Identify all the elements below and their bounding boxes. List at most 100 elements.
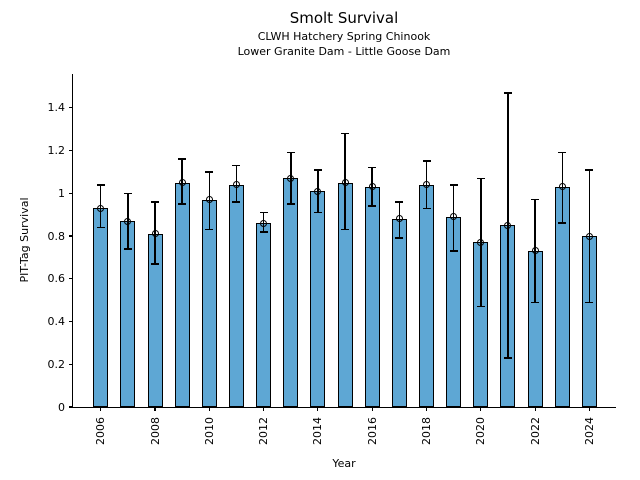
y-tick-mark (68, 278, 72, 280)
point-marker-2008 (151, 230, 159, 238)
point-marker-2017 (395, 215, 403, 223)
error-cap-top-2008 (151, 201, 159, 203)
error-cap-bottom-2007 (123, 248, 132, 250)
point-marker-2022 (531, 247, 539, 255)
y-tick-label: 1.4 (47, 101, 66, 115)
error-cap-top-2011 (232, 164, 241, 167)
point-marker-2012 (260, 219, 268, 227)
y-tick-mark (68, 320, 72, 323)
x-tick-label: 2014 (311, 417, 325, 445)
error-cap-bottom-2020 (476, 305, 485, 308)
point-marker-2023 (558, 183, 566, 191)
error-cap-top-2013 (286, 151, 295, 154)
y-tick-label: 0.6 (47, 272, 66, 286)
y-tick-mark (68, 235, 72, 237)
error-cap-top-2022 (531, 198, 540, 201)
error-cap-top-2012 (259, 211, 268, 214)
error-cap-top-2017 (395, 201, 404, 203)
chart-title: Smolt Survival (289, 9, 399, 27)
bar-2012 (256, 223, 272, 407)
point-marker-2010 (205, 196, 213, 204)
error-cap-top-2018 (422, 160, 431, 162)
error-cap-bottom-2024 (585, 301, 594, 304)
x-tick-label: 2008 (148, 417, 162, 445)
error-cap-top-2015 (341, 132, 350, 135)
error-cap-top-2009 (178, 158, 187, 160)
error-cap-top-2023 (558, 151, 567, 154)
error-cap-bottom-2010 (205, 228, 214, 231)
x-tick-mark (480, 407, 482, 411)
error-cap-bottom-2008 (151, 263, 159, 265)
x-tick-mark (425, 407, 428, 411)
error-cap-bottom-2011 (232, 201, 241, 203)
x-axis-spine (71, 406, 616, 408)
point-marker-2006 (97, 204, 105, 212)
x-tick-label: 2006 (94, 417, 108, 445)
point-marker-2024 (585, 232, 593, 240)
error-cap-top-2024 (585, 169, 594, 171)
x-tick-label: 2020 (474, 417, 488, 445)
bar-2010 (201, 199, 217, 407)
error-cap-bottom-2019 (449, 250, 458, 252)
error-cap-top-2020 (476, 177, 485, 180)
error-cap-bottom-2013 (286, 203, 295, 205)
point-marker-2011 (232, 181, 240, 189)
error-cap-top-2006 (96, 184, 105, 186)
y-tick-label: 0.2 (47, 357, 66, 371)
bar-2011 (228, 184, 244, 407)
x-tick-mark (371, 407, 373, 411)
chart-subtitle-line2: Lower Granite Dam - Little Goose Dam (237, 45, 451, 58)
error-cap-bottom-2022 (531, 301, 540, 304)
bar-2017 (391, 218, 407, 407)
error-cap-top-2019 (449, 184, 458, 186)
bar-2009 (174, 182, 190, 407)
x-tick-mark (317, 407, 319, 411)
y-tick-label: 1.2 (47, 144, 66, 158)
error-cap-bottom-2012 (259, 231, 268, 233)
x-tick-mark (263, 407, 265, 411)
bar-2018 (419, 184, 434, 407)
error-cap-bottom-2016 (368, 205, 377, 207)
x-tick-label: 2016 (365, 417, 379, 445)
point-marker-2019 (450, 213, 458, 221)
bar-2016 (364, 186, 380, 407)
x-tick-mark (100, 407, 102, 411)
x-axis-label: Year (332, 457, 356, 470)
x-tick-label: 2024 (582, 417, 596, 445)
point-marker-2021 (504, 221, 512, 229)
y-tick-mark (68, 406, 72, 408)
x-tick-mark (154, 407, 156, 411)
error-cap-bottom-2014 (313, 211, 322, 214)
error-cap-top-2010 (205, 171, 214, 173)
y-tick-label: 0 (58, 400, 65, 414)
y-tick-mark (68, 107, 72, 109)
plot-area: 0 0.2 0.4 0.6 0.8 1 1.2 1.4 2006 2008 2010 2012 2014… (48, 74, 616, 445)
error-cap-bottom-2009 (178, 203, 187, 205)
point-marker-2013 (287, 174, 295, 182)
error-cap-top-2014 (313, 169, 322, 171)
error-cap-top-2016 (368, 166, 377, 169)
point-marker-2009 (178, 179, 186, 187)
y-tick-label: 1 (58, 186, 65, 200)
error-cap-bottom-2023 (558, 222, 567, 224)
y-tick-mark (68, 149, 72, 152)
chart-subtitle-line1: CLWH Hatchery Spring Chinook (257, 30, 431, 43)
bar-2014 (310, 191, 326, 407)
x-tick-label: 2010 (202, 417, 216, 445)
bar-2013 (283, 178, 299, 407)
x-tick-label: 2018 (420, 417, 433, 445)
error-cap-bottom-2018 (422, 207, 431, 209)
bar-2006 (93, 208, 109, 407)
point-marker-2014 (314, 187, 322, 195)
point-marker-2015 (341, 179, 349, 187)
error-cap-bottom-2017 (395, 237, 404, 239)
y-tick-label: 0.8 (47, 229, 66, 243)
y-axis-spine (71, 74, 73, 408)
y-tick-mark (68, 363, 72, 365)
x-tick-mark (208, 407, 210, 411)
point-marker-2020 (477, 238, 485, 246)
error-cap-top-2007 (123, 192, 132, 195)
error-cap-bottom-2006 (96, 226, 105, 229)
x-tick-label: 2022 (528, 417, 542, 445)
